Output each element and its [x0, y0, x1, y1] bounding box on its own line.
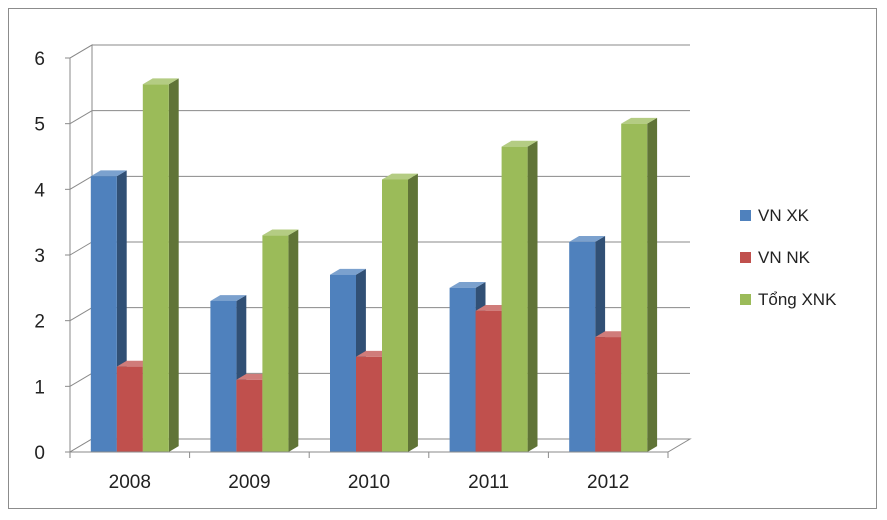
y-tick-label: 4 — [34, 180, 45, 201]
gridline-side-4 — [69, 175, 93, 190]
bar-top — [210, 295, 247, 301]
bar-side — [527, 140, 538, 453]
y-tick-label: 2 — [34, 312, 45, 333]
bar-front — [595, 337, 622, 452]
bar-top — [330, 268, 366, 275]
bar-front — [90, 176, 117, 452]
bar-top — [621, 117, 658, 124]
bar-top — [569, 236, 606, 242]
bar-top — [449, 281, 486, 288]
y-tick-label: 3 — [34, 246, 45, 267]
legend-swatch — [740, 252, 751, 263]
bar-tổng-xnk-2011 — [501, 140, 538, 453]
legend-swatch — [740, 294, 751, 305]
bar-front — [116, 366, 143, 452]
bar-tổng-xnk-2008 — [142, 78, 179, 453]
bar-front — [621, 123, 648, 453]
legend-item-vn-nk: VN NK — [740, 248, 811, 267]
y-tick-label: 6 — [34, 49, 45, 70]
bar-tổng-xnk-2012 — [621, 117, 658, 453]
x-axis: 2008 2009 2010 2011 2012 — [69, 451, 669, 493]
x-tick-label: 2009 — [228, 472, 270, 493]
bar-tổng-xnk-2010 — [382, 173, 418, 452]
bar-front — [330, 274, 356, 452]
y-tick-label: 5 — [34, 115, 45, 136]
bar-top — [142, 78, 179, 85]
bar-side — [647, 117, 658, 453]
bar-top — [90, 170, 127, 177]
bar-front — [449, 287, 476, 452]
bar-tổng-xnk-2009 — [262, 229, 299, 452]
legend-label: VN NK — [758, 248, 811, 267]
bar-side — [288, 229, 299, 452]
gridline-side-2 — [69, 307, 93, 322]
bar-front — [262, 235, 289, 452]
gridline-side-5 — [69, 110, 93, 125]
x-tick-label: 2011 — [468, 472, 509, 493]
bar-front — [210, 300, 237, 452]
gridline-side-3 — [69, 241, 93, 256]
legend-item-tổng-xnk: Tổng XNK — [740, 290, 837, 309]
bar-front — [142, 84, 169, 453]
y-tick-label: 1 — [34, 377, 45, 398]
bar-side — [168, 78, 179, 453]
bar-front — [382, 179, 408, 452]
x-tick-label: 2012 — [587, 472, 629, 493]
gridline-side-6 — [69, 44, 93, 59]
x-tick-label: 2008 — [109, 472, 151, 493]
bar-front — [475, 310, 502, 452]
y-tick-label: 0 — [34, 443, 45, 464]
x-tick-label: 2010 — [348, 472, 390, 493]
legend: VN XK VN NK Tổng XNK — [740, 206, 837, 309]
legend-item-vn-xk: VN XK — [740, 206, 810, 225]
legend-swatch — [740, 210, 751, 221]
bar-front — [501, 146, 528, 452]
bar-front — [356, 356, 382, 452]
bar-side — [408, 173, 418, 452]
legend-label: VN XK — [758, 206, 810, 225]
bar-top — [382, 173, 418, 180]
bar-front — [569, 241, 596, 452]
bars — [90, 78, 658, 453]
bar-front — [236, 379, 263, 452]
bar-top — [501, 140, 538, 147]
bar-top — [262, 229, 299, 236]
y-axis: 0 1 2 3 4 5 6 — [34, 49, 71, 464]
legend-label: Tổng XNK — [758, 290, 837, 309]
gridline-side-1 — [69, 372, 93, 387]
